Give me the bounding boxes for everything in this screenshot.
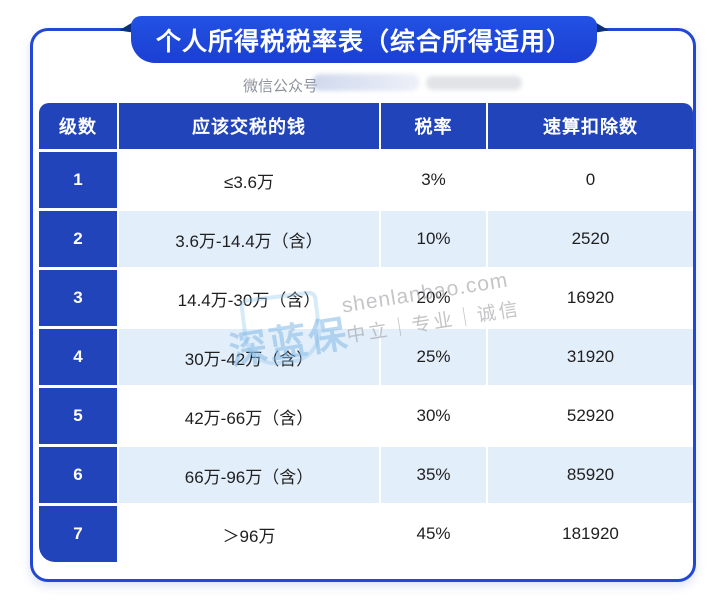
table-row: 7 ＞96万 45% 181920 xyxy=(39,506,693,562)
table-row: 2 3.6万-14.4万（含） 10% 2520 xyxy=(39,211,693,267)
rate-cell: 35% xyxy=(381,447,486,503)
table-body: 1 ≤3.6万 3% 0 2 3.6万-14.4万（含） 10% 2520 3 … xyxy=(39,152,693,562)
title-banner: 个人所得税税率表（综合所得适用） xyxy=(131,16,597,63)
rate-cell: 25% xyxy=(381,329,486,385)
header-level: 级数 xyxy=(39,103,117,149)
table-header: 级数 应该交税的钱 税率 速算扣除数 xyxy=(39,103,693,149)
income-cell: 14.4万-30万（含） xyxy=(119,270,379,326)
table-row: 6 66万-96万（含） 35% 85920 xyxy=(39,447,693,503)
deduction-cell: 52920 xyxy=(488,388,693,444)
deduction-cell: 0 xyxy=(488,152,693,208)
income-cell: 42万-66万（含） xyxy=(119,388,379,444)
level-cell: 6 xyxy=(39,447,117,503)
table-row: 3 14.4万-30万（含） 20% 16920 xyxy=(39,270,693,326)
level-cell: 4 xyxy=(39,329,117,385)
page-title: 个人所得税税率表（综合所得适用） xyxy=(155,27,572,56)
level-cell: 5 xyxy=(39,388,117,444)
rate-cell: 45% xyxy=(381,506,486,562)
rate-cell: 10% xyxy=(381,211,486,267)
level-cell: 2 xyxy=(39,211,117,267)
deduction-cell: 31920 xyxy=(488,329,693,385)
level-cell: 1 xyxy=(39,152,117,208)
deduction-cell: 2520 xyxy=(488,211,693,267)
wechat-account-label: 微信公众号 xyxy=(243,78,319,95)
redacted-account-name-2 xyxy=(426,76,522,90)
table-row: 5 42万-66万（含） 30% 52920 xyxy=(39,388,693,444)
rate-cell: 3% xyxy=(381,152,486,208)
income-cell: ≤3.6万 xyxy=(119,152,379,208)
level-cell: 3 xyxy=(39,270,117,326)
deduction-cell: 85920 xyxy=(488,447,693,503)
header-tax-rate: 税率 xyxy=(381,103,486,149)
header-taxable-income: 应该交税的钱 xyxy=(119,103,379,149)
deduction-cell: 181920 xyxy=(488,506,693,562)
table-row: 4 30万-42万（含） 25% 31920 xyxy=(39,329,693,385)
header-row: 级数 应该交税的钱 税率 速算扣除数 xyxy=(39,103,693,149)
redacted-account-name xyxy=(312,74,420,91)
deduction-cell: 16920 xyxy=(488,270,693,326)
income-cell: 30万-42万（含） xyxy=(119,329,379,385)
rate-cell: 20% xyxy=(381,270,486,326)
rate-cell: 30% xyxy=(381,388,486,444)
level-cell: 7 xyxy=(39,506,117,562)
header-quick-deduction: 速算扣除数 xyxy=(488,103,693,149)
table-row: 1 ≤3.6万 3% 0 xyxy=(39,152,693,208)
income-cell: 66万-96万（含） xyxy=(119,447,379,503)
tax-rate-table: 级数 应该交税的钱 税率 速算扣除数 1 ≤3.6万 3% 0 2 3.6万-1… xyxy=(37,100,695,565)
income-cell: ＞96万 xyxy=(119,506,379,562)
income-cell: 3.6万-14.4万（含） xyxy=(119,211,379,267)
